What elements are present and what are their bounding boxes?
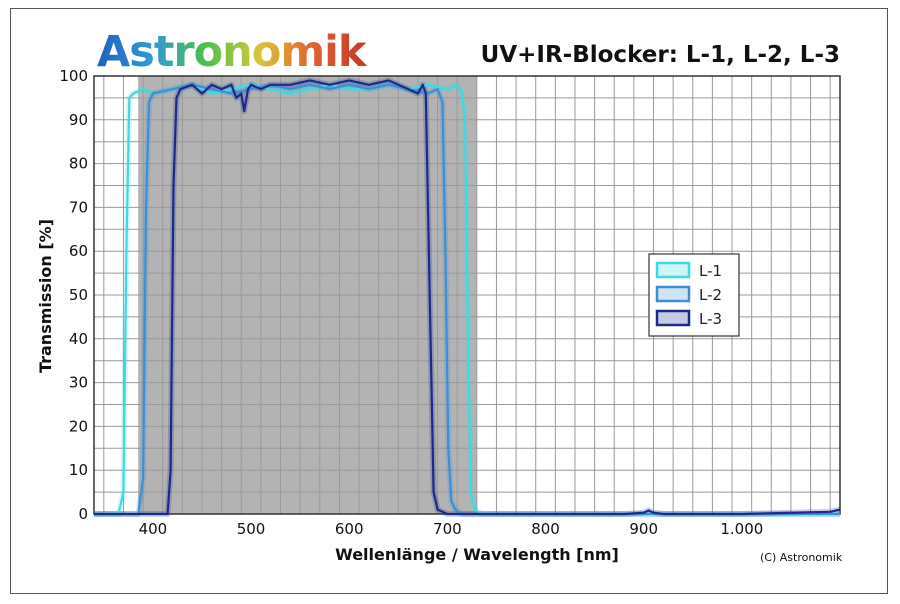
y-tick-label: 60 [69,242,88,260]
y-tick-label: 20 [69,417,88,435]
x-axis-title: Wellenlänge / Wavelength [nm] [335,545,619,564]
legend-label: L-1 [699,262,722,280]
y-tick-label: 100 [59,67,88,85]
series-line-l-3 [94,79,841,516]
legend-swatch [655,261,691,279]
y-tick-label: 30 [69,374,88,392]
legend-swatch [655,309,691,327]
y-tick-label: 90 [69,111,88,129]
legend-swatch [655,285,691,303]
y-tick-label: 10 [69,461,88,479]
legend-box [648,253,740,337]
x-tick-label: 1.000 [720,520,763,538]
x-tick-label: 800 [531,520,560,538]
y-tick-label: 80 [69,155,88,173]
copyright-text: (C) Astronomik [760,551,843,564]
series-line-l-2 [94,83,840,516]
x-tick-label: 500 [237,520,266,538]
legend: L-1 L-2 L-3 [648,253,740,337]
plot-area: 0 10 20 30 40 50 60 70 80 90 100 400 500 600 700 800 900… [59,67,841,538]
legend-item-l-2: L-2 [655,285,722,304]
y-tick-label: 40 [69,330,88,348]
x-tick-label: 900 [629,520,658,538]
x-tick-label: 600 [335,520,364,538]
y-tick-label: 70 [69,198,88,216]
astronomik-logo: Astronomik [97,27,368,77]
legend-label: L-2 [699,286,722,304]
x-tick-label: 400 [139,520,168,538]
y-axis-title: Transmission [%] [36,219,55,373]
x-tick-label: 700 [433,520,462,538]
y-tick-label: 50 [69,286,88,304]
legend-item-l-1: L-1 [655,261,722,280]
legend-item-l-3: L-3 [655,309,722,328]
y-tick-label: 0 [78,505,88,523]
chart-title: UV+IR-Blocker: L-1, L-2, L-3 [481,42,840,68]
legend-label: L-3 [699,310,722,328]
